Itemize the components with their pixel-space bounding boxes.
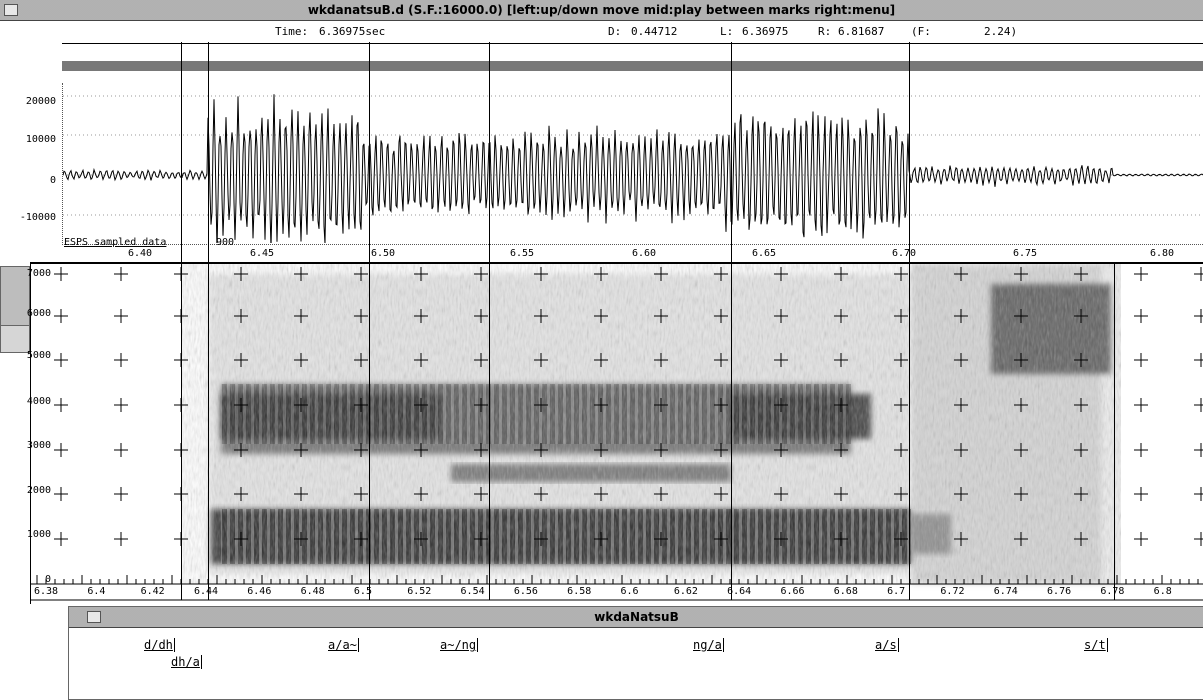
spec-ytick: 1000 — [26, 529, 51, 540]
spec-xtick: 6.62 — [673, 586, 698, 597]
labels-area[interactable]: d/dh dh/a a/a~ a~/ng ng/a a/s s/t — [69, 627, 1203, 697]
spec-ytick: 3000 — [26, 440, 51, 451]
waveform-trace — [63, 94, 1203, 243]
wave-cursor-text: 900 — [216, 237, 235, 248]
segment-label[interactable]: d/dh — [144, 638, 175, 652]
spec-xtick: 6.76 — [1047, 586, 1072, 597]
side-tab[interactable] — [0, 266, 30, 326]
r-label: R: — [818, 25, 832, 38]
segment-label[interactable]: a/a~ — [328, 638, 359, 652]
wave-ytick: -10000 — [19, 212, 56, 223]
f-value: 2.24) — [984, 25, 1018, 38]
marker-line[interactable] — [208, 42, 209, 600]
wave-xtick: 6.65 — [752, 248, 777, 259]
labels-title-bar[interactable]: wkdaNatsuB — [69, 607, 1203, 628]
spec-xtick: 6.42 — [140, 586, 165, 597]
spec-xtick: 6.52 — [407, 586, 432, 597]
spec-xtick: 6.72 — [940, 586, 965, 597]
spec-ytick: 2000 — [26, 485, 51, 496]
waveform-plot[interactable] — [62, 83, 1203, 243]
wave-xtick: 6.75 — [1013, 248, 1038, 259]
spec-xtick: 6.78 — [1100, 586, 1125, 597]
spec-xtick: 6.68 — [833, 586, 858, 597]
spec-ytick: 4000 — [26, 396, 51, 407]
time-label: Time: — [275, 25, 309, 38]
spec-ytick: 5000 — [26, 350, 51, 361]
spec-xtick: 6.54 — [460, 586, 485, 597]
wave-corner-label: ESPS sampled data — [64, 237, 167, 248]
wave-xtick: 6.50 — [371, 248, 396, 259]
marker-line[interactable] — [489, 42, 490, 600]
spec-xtick: 6.46 — [247, 586, 272, 597]
segment-label[interactable]: a/s — [875, 638, 899, 652]
close-icon[interactable] — [4, 4, 18, 16]
spec-xtick: 6.58 — [567, 586, 592, 597]
spectrogram-window[interactable]: 7000 6000 5000 4000 3000 2000 1000 0 6.3… — [27, 262, 1203, 604]
labels-title: wkdaNatsuB — [594, 610, 679, 624]
marker-line[interactable] — [1114, 262, 1115, 600]
spec-ytick: 6000 — [26, 308, 51, 319]
marker-line[interactable] — [909, 42, 910, 600]
wave-axis: ESPS sampled data 900 — [62, 237, 1203, 261]
spec-xtick: 6.64 — [727, 586, 752, 597]
d-value: 0.44712 — [631, 25, 678, 38]
spec-xtick: 6.7 — [887, 586, 906, 597]
segment-label[interactable]: s/t — [1084, 638, 1108, 652]
wave-xtick: 6.70 — [892, 248, 917, 259]
spec-xtick: 6.44 — [193, 586, 219, 597]
spec-xtick: 6.48 — [300, 586, 325, 597]
wave-xtick: 6.80 — [1150, 248, 1175, 259]
segment-label[interactable]: ng/a — [693, 638, 724, 652]
spec-xtick: 6.38 — [34, 586, 59, 597]
wave-xtick: 6.40 — [128, 248, 153, 259]
window-title: wkdanatsuB.d (S.F.:16000.0) [left:up/dow… — [307, 3, 896, 17]
wave-ytick: 20000 — [25, 96, 56, 107]
r-value: 6.81687 — [838, 25, 885, 38]
l-label: L: — [720, 25, 734, 38]
wave-xtick: 6.55 — [510, 248, 535, 259]
spec-xtick: 6.66 — [780, 586, 805, 597]
overview-scrollbar[interactable] — [62, 61, 1203, 71]
f-label: (F: — [911, 25, 931, 38]
segment-label[interactable]: dh/a — [171, 655, 202, 669]
spec-ytick: 7000 — [26, 268, 51, 279]
spec-xaxis: 6.38 6.4 6.42 6.44 6.46 6.48 6.5 6.52 6.54 6.56 6.… — [31, 586, 1203, 600]
spec-xtick: 6.8 — [1153, 586, 1172, 597]
wave-ytick: 10000 — [25, 134, 56, 145]
title-bar[interactable]: wkdanatsuB.d (S.F.:16000.0) [left:up/dow… — [0, 0, 1203, 21]
waveform-window: wkdanatsuB.d (S.F.:16000.0) [left:up/dow… — [0, 0, 1203, 262]
time-value: 6.36975sec — [319, 25, 386, 38]
wave-ytick: 0 — [49, 175, 56, 186]
marker-line[interactable] — [369, 42, 370, 600]
wave-xtick: 6.60 — [632, 248, 657, 259]
marker-line[interactable] — [731, 42, 732, 600]
spec-xtick: 6.56 — [513, 586, 538, 597]
wave-xtick: 6.45 — [250, 248, 275, 259]
spec-xtick: 6.5 — [353, 586, 372, 597]
readout-bar: Time: 6.36975sec D: 0.44712 L: 6.36975 R… — [62, 21, 1203, 71]
segment-label[interactable]: a~/ng — [440, 638, 479, 652]
spec-xtick: 6.6 — [620, 586, 639, 597]
l-value: 6.36975 — [742, 25, 789, 38]
spec-xtick: 6.74 — [993, 586, 1018, 597]
labels-window: wkdaNatsuB d/dh dh/a a/a~ a~/ng ng/a a/s… — [68, 606, 1203, 700]
marker-line[interactable] — [181, 42, 182, 600]
spec-ytick: 0 — [44, 574, 51, 585]
d-label: D: — [608, 25, 622, 38]
spectrogram-plot — [31, 264, 1203, 601]
spec-xtick: 6.4 — [87, 586, 106, 597]
side-tab[interactable] — [0, 325, 30, 353]
close-icon[interactable] — [87, 611, 101, 623]
